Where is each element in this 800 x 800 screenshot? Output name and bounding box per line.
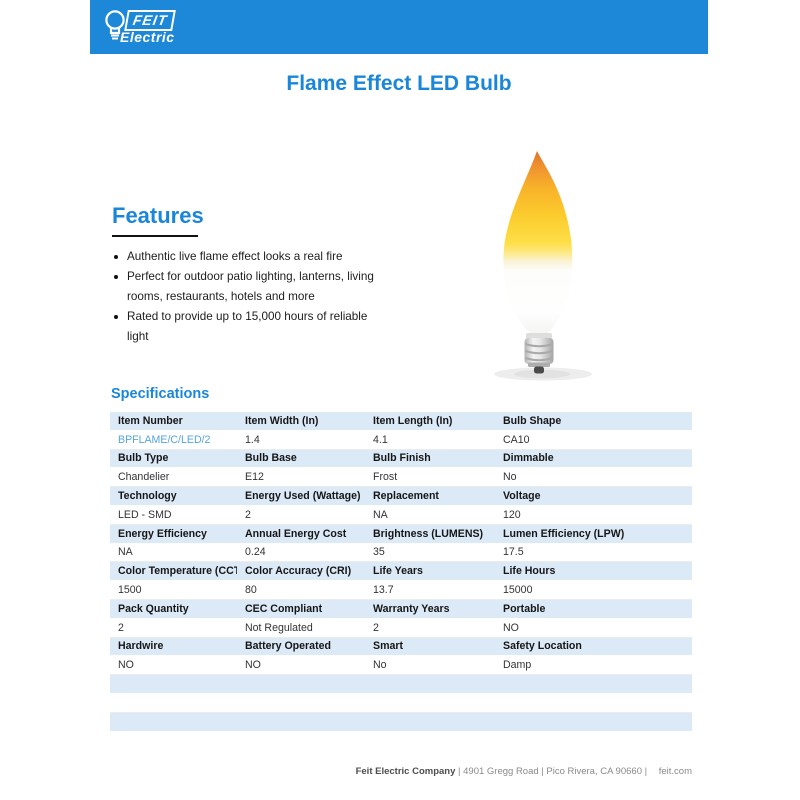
spec-value-cell: 2 xyxy=(245,508,251,521)
spec-value-cell: 1500 xyxy=(118,584,142,597)
bulb-screw-base xyxy=(524,333,554,374)
spec-label-row: Pack Quantity CEC Compliant Warranty Years… xyxy=(110,599,692,619)
spec-label-cell: Life Hours xyxy=(503,565,556,578)
feature-item: Authentic live flame effect looks a real… xyxy=(112,247,384,267)
spec-label-cell: Item Number xyxy=(118,414,183,427)
footer-website-link[interactable]: feit.com xyxy=(658,766,692,777)
feit-electric-logo: FEIT Electric xyxy=(103,6,203,48)
spec-label-row: Bulb Type Bulb Base Bulb Finish Dimmable xyxy=(110,449,692,469)
spec-label-cell: Safety Location xyxy=(503,640,582,653)
spec-label-cell: Dimmable xyxy=(503,452,554,465)
spec-label-cell: Color Accuracy (CRI) xyxy=(245,565,352,578)
product-image-flame-bulb xyxy=(494,151,592,381)
spec-value-cell: 4.1 xyxy=(373,433,388,446)
brand-header-bar: FEIT Electric xyxy=(90,0,708,54)
spec-label-cell: Bulb Type xyxy=(118,452,169,465)
spec-value-cell: NA xyxy=(373,508,388,521)
features-underline xyxy=(112,235,198,238)
spec-value-cell: 35 xyxy=(373,546,385,559)
spec-value-cell: 1.4 xyxy=(245,433,260,446)
spec-value-cell: 2 xyxy=(373,621,379,634)
spec-label-cell: Life Years xyxy=(373,565,423,578)
feature-item: Rated to provide up to 15,000 hours of r… xyxy=(112,307,384,347)
spec-label-cell: CEC Compliant xyxy=(245,602,323,615)
item-number-link[interactable]: BPFLAME/C/LED/2 xyxy=(118,433,211,446)
spec-value-cell: Frost xyxy=(373,471,398,484)
footer: Feit Electric Company | 4901 Gregg Road … xyxy=(356,766,692,777)
spec-value-row: 2 Not Regulated 2 NO xyxy=(110,618,692,638)
feature-item: Perfect for outdoor patio lighting, lant… xyxy=(112,267,384,307)
spec-value-cell: 15000 xyxy=(503,584,533,597)
spec-label-row: Energy Efficiency Annual Energy Cost Brigh… xyxy=(110,524,692,544)
spec-label-cell: Bulb Base xyxy=(245,452,297,465)
bulb-shadow xyxy=(494,367,592,381)
spec-value-cell: Damp xyxy=(503,659,532,672)
spec-label-cell: Bulb Shape xyxy=(503,414,562,427)
spec-label-row: Color Temperature (CCT) Color Accuracy (C… xyxy=(110,562,692,582)
spec-label-row: Technology Energy Used (Wattage) Replaceme… xyxy=(110,487,692,506)
spec-value-cell: Not Regulated xyxy=(245,621,313,634)
spec-label-cell: Item Length (In) xyxy=(373,414,453,427)
specifications-section: Specifications Item Number Item Width (In… xyxy=(110,386,692,732)
spec-label-cell: Hardwire xyxy=(118,640,164,653)
spec-label-row: Item Number Item Width (In) Item Length (I… xyxy=(110,412,692,431)
spec-label-row xyxy=(110,675,692,694)
spec-label-cell: Energy Used (Wattage) xyxy=(245,490,361,503)
page-title: Flame Effect LED Bulb xyxy=(286,72,512,95)
spec-value-cell: Chandelier xyxy=(118,471,170,484)
spec-label-cell: Battery Operated xyxy=(245,640,331,653)
spec-label-cell: Smart xyxy=(373,640,404,653)
spec-label-cell: Warranty Years xyxy=(373,602,450,615)
brand-name: FEIT xyxy=(124,10,177,31)
spec-label-cell: Lumen Efficiency (LPW) xyxy=(503,527,625,540)
specifications-heading: Specifications xyxy=(111,386,210,402)
footer-address: | 4901 Gregg Road | Pico Rivera, CA 9066… xyxy=(458,766,648,777)
bulb-flame-body xyxy=(503,151,573,335)
spec-value-row: Chandelier E12 Frost No xyxy=(110,468,692,488)
spec-value-cell: NO xyxy=(245,659,261,672)
spec-label-cell: Technology xyxy=(118,490,177,503)
spec-value-row: LED - SMD 2 NA 120 xyxy=(110,505,692,525)
spec-value-row: NA 0.24 35 17.5 xyxy=(110,543,692,563)
spec-value-cell: No xyxy=(373,659,387,672)
spec-value-cell: CA10 xyxy=(503,433,530,446)
spec-value-cell: 80 xyxy=(245,584,257,597)
spec-label-cell: Voltage xyxy=(503,490,541,503)
spec-value-cell: 13.7 xyxy=(373,584,394,597)
footer-company-name: Feit Electric Company xyxy=(355,766,456,777)
features-section: Features Authentic live flame effect loo… xyxy=(112,203,384,347)
spec-value-cell: LED - SMD xyxy=(118,508,172,521)
spec-label-cell: Replacement xyxy=(373,490,439,503)
spec-value-cell: E12 xyxy=(245,471,264,484)
specifications-table: Item Number Item Width (In) Item Length (I… xyxy=(110,412,692,732)
brand-sub-name: Electric xyxy=(120,29,175,45)
spec-value-cell: 120 xyxy=(503,508,521,521)
spec-label-cell: Annual Energy Cost xyxy=(245,527,347,540)
spec-label-cell: Item Width (In) xyxy=(245,414,319,427)
spec-label-cell: Energy Efficiency xyxy=(118,527,207,540)
spec-label-cell: Bulb Finish xyxy=(373,452,431,465)
spec-value-cell: NO xyxy=(118,659,134,672)
spec-label-row: Hardwire Battery Operated Smart Safety Loca… xyxy=(110,637,692,657)
spec-value-row: BPFLAME/C/LED/2 1.4 4.1 CA10 xyxy=(110,430,692,450)
spec-label-cell: Pack Quantity xyxy=(118,602,189,615)
spec-value-cell: No xyxy=(503,471,517,484)
spec-value-cell: NO xyxy=(503,621,519,634)
spec-value-row: NO NO No Damp xyxy=(110,656,692,676)
spec-label-cell: Brightness (LUMENS) xyxy=(373,527,484,540)
lightbulb-icon xyxy=(105,10,125,40)
spec-value-row: 1500 80 13.7 15000 xyxy=(110,581,692,600)
features-list: Authentic live flame effect looks a real… xyxy=(112,247,384,347)
spec-label-cell: Portable xyxy=(503,602,546,615)
spec-value-cell: 0.24 xyxy=(245,546,266,559)
spec-value-row xyxy=(110,693,692,713)
spec-value-cell: NA xyxy=(118,546,133,559)
spec-label-row xyxy=(110,712,692,732)
spec-value-cell: 17.5 xyxy=(503,546,524,559)
features-heading: Features xyxy=(112,203,204,228)
spec-value-cell: 2 xyxy=(118,621,124,634)
spec-label-cell: Color Temperature (CCT) xyxy=(118,565,237,578)
